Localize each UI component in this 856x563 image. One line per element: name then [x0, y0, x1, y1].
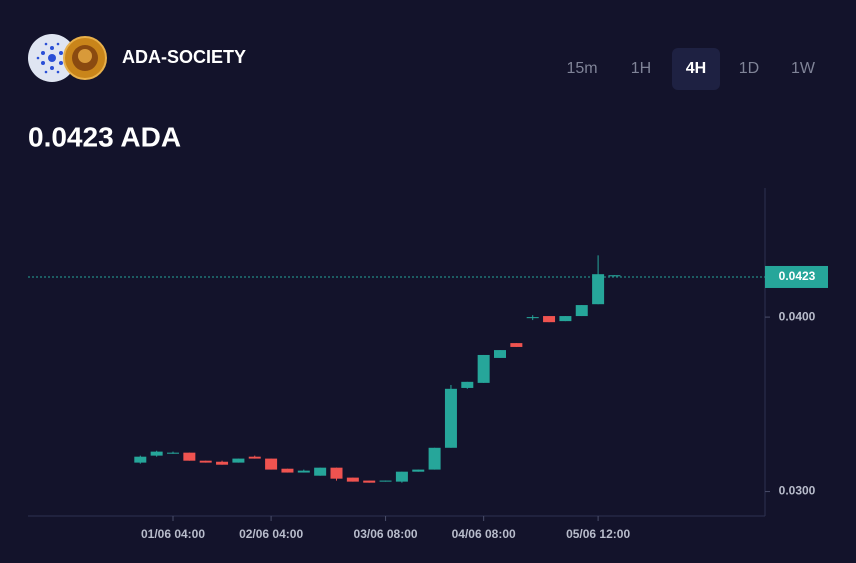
x-tick-label: 01/06 04:00	[141, 527, 205, 541]
candle-body	[232, 458, 245, 463]
candle-body	[346, 477, 359, 482]
last-price-tag	[765, 265, 828, 288]
candle-body	[265, 458, 278, 470]
y-tick-label: 0.0300	[779, 484, 816, 498]
timeframe-tab[interactable]: 1D	[739, 60, 759, 77]
x-tick-label: 03/06 08:00	[354, 527, 418, 541]
candle-body	[248, 456, 261, 459]
candle-body	[297, 470, 310, 473]
timeframe-tab[interactable]: 1W	[791, 60, 816, 77]
candle-body	[281, 468, 294, 473]
candle-body	[494, 350, 506, 358]
token-logos	[28, 34, 107, 82]
candle-body	[608, 275, 621, 277]
candle-body	[428, 447, 441, 470]
timeframe-tab[interactable]: 1H	[631, 60, 651, 77]
candle-body	[559, 316, 572, 322]
price: 0.0423 ADA	[28, 121, 181, 152]
candle-body	[543, 316, 556, 323]
candle-body	[379, 480, 392, 482]
timeframe-tab[interactable]: 4H	[686, 60, 706, 77]
candle-body	[444, 388, 457, 448]
candle-body	[510, 343, 523, 347]
last-price-label: 0.0423	[779, 269, 816, 283]
candle-body	[461, 381, 474, 388]
candle-body	[183, 452, 196, 461]
candle-body	[395, 471, 408, 482]
x-tick-label: 02/06 04:00	[239, 527, 303, 541]
candle-body	[330, 467, 343, 479]
candle-body	[363, 480, 376, 483]
candle-body	[150, 451, 163, 456]
candle-body	[592, 274, 605, 305]
x-tick-label: 04/06 08:00	[452, 527, 516, 541]
society-logo-face	[78, 49, 92, 63]
token-name: ADA-SOCIETY	[122, 47, 246, 67]
candle-body	[477, 354, 490, 383]
timeframe-tab[interactable]: 15m	[566, 60, 597, 77]
candle-body	[216, 461, 229, 465]
candle-body	[575, 305, 588, 317]
plot: 0.0300 0.0400 01/06 04:00 02/06 04:00 03/06 …	[28, 255, 828, 541]
candle-body	[314, 467, 327, 476]
candle-body	[412, 469, 425, 472]
candle-body	[167, 452, 179, 454]
timeframe-tabs: 15m 1H 4H 1D 1W	[566, 48, 816, 90]
y-tick-label: 0.0400	[779, 309, 816, 323]
active-tab-bg	[672, 48, 720, 90]
candle-body	[134, 456, 147, 463]
x-tick-label: 05/06 12:00	[566, 527, 630, 541]
candle-body	[526, 317, 539, 319]
candle-body	[199, 460, 212, 463]
ada-dots	[36, 42, 68, 74]
